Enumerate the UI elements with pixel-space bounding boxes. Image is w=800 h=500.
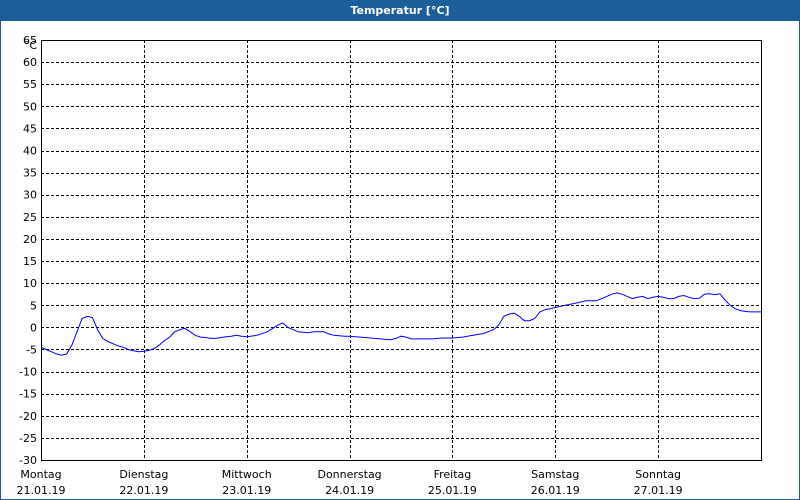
y-tick-label: 55	[23, 78, 37, 91]
y-tick-label: -30	[19, 454, 37, 467]
y-tick-label: 10	[23, 277, 37, 290]
x-tick-date-label: 21.01.19	[17, 484, 66, 497]
x-tick-date-label: 22.01.19	[119, 484, 168, 497]
x-tick-day-label: Sonntag	[635, 468, 681, 481]
y-tick-label: 15	[23, 255, 37, 268]
y-axis-ticks: 65605550454035302520151050-5-10-15-20-25…	[19, 34, 37, 467]
x-tick-day-label: Freitag	[434, 468, 472, 481]
x-tick-date-label: 24.01.19	[325, 484, 374, 497]
grid-lines	[41, 40, 761, 460]
y-tick-label: 40	[23, 145, 37, 158]
y-tick-label: -10	[19, 366, 37, 379]
y-tick-label: 25	[23, 211, 37, 224]
y-tick-label: -15	[19, 388, 37, 401]
x-tick-date-label: 27.01.19	[634, 484, 683, 497]
y-axis-unit-label: °C	[24, 39, 38, 52]
y-tick-label: 20	[23, 233, 37, 246]
x-tick-date-label: 23.01.19	[222, 484, 271, 497]
x-tick-day-label: Donnerstag	[317, 468, 381, 481]
y-tick-label: -25	[19, 432, 37, 445]
y-tick-label: -20	[19, 410, 37, 423]
x-tick-day-label: Montag	[20, 468, 61, 481]
x-tick-day-label: Mittwoch	[222, 468, 272, 481]
plot-area-border	[41, 40, 762, 461]
y-tick-label: 30	[23, 189, 37, 202]
y-tick-label: 35	[23, 167, 37, 180]
y-tick-label: 65	[23, 34, 37, 47]
y-tick-label: 5	[30, 299, 37, 312]
y-tick-label: -5	[26, 343, 37, 356]
x-tick-date-label: 25.01.19	[428, 484, 477, 497]
y-tick-label: 45	[23, 122, 37, 135]
y-tick-label: 50	[23, 100, 37, 113]
y-tick-label: 60	[23, 56, 37, 69]
x-tick-day-label: Dienstag	[119, 468, 168, 481]
y-tick-label: 0	[30, 321, 37, 334]
x-axis-ticks: Montag 21.01.19 Dienstag 22.01.19 Mittwoch 23…	[17, 468, 683, 497]
chart-title: Temperatur [°C]	[1, 1, 799, 21]
x-tick-day-label: Samstag	[531, 468, 579, 481]
x-tick-date-label: 26.01.19	[531, 484, 580, 497]
temperature-line	[40, 292, 761, 356]
